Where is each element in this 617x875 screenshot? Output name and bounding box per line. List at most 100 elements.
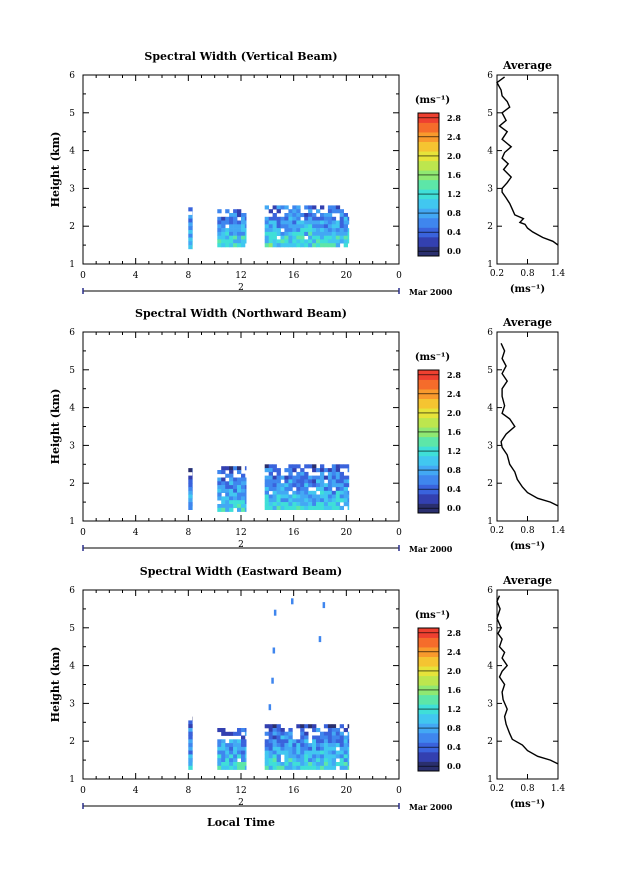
heatmap-cell <box>312 498 317 503</box>
heatmap-cell <box>225 762 230 767</box>
heatmap-cell <box>335 468 341 473</box>
heatmap-cell <box>284 213 289 218</box>
heatmap-cell <box>304 490 309 495</box>
heatmap-cell <box>339 754 344 759</box>
heatmap-cell <box>312 746 317 751</box>
heatmap-cell <box>308 479 313 484</box>
heatmap-cell <box>312 239 317 244</box>
heatmap-cell <box>308 243 313 248</box>
heatmap-cell <box>221 496 226 501</box>
heatmap-cell <box>188 494 193 499</box>
heatmap-cell <box>343 483 348 488</box>
heatmap-cell <box>331 490 337 495</box>
heatmap-cell <box>264 739 269 744</box>
heatmap-cell <box>331 735 337 740</box>
heatmap-cell <box>320 239 325 244</box>
heatmap-cell <box>188 743 193 748</box>
heatmap-cell <box>312 758 317 763</box>
heatmap-cell <box>288 228 293 233</box>
heatmap-cell <box>280 216 285 221</box>
heatmap-cell <box>320 739 325 744</box>
heatmap-cell <box>288 231 293 236</box>
x-tick-label: 12 <box>235 271 246 281</box>
heatmap-cell <box>264 239 269 244</box>
heatmap-cell <box>339 746 344 751</box>
heatmap-cell <box>221 739 226 744</box>
heatmap-cell <box>288 750 293 755</box>
heatmap-cell <box>288 743 293 748</box>
heatmap-cell <box>327 205 333 210</box>
heatmap-cell <box>217 228 222 233</box>
heatmap-cell <box>288 762 293 767</box>
heatmap-cell <box>268 728 273 733</box>
y-tick-label: 6 <box>69 328 75 338</box>
heatmap-cell <box>217 477 222 482</box>
heatmap-cell <box>188 746 193 751</box>
heatmap-cell <box>268 209 273 214</box>
heatmap-cell <box>272 505 277 510</box>
heatmap-cell <box>244 750 247 755</box>
heatmap-cell <box>292 243 297 248</box>
heatmap-cell <box>272 762 277 767</box>
heatmap-cell <box>288 746 293 751</box>
colorbar-unit: (ms⁻¹) <box>415 95 450 106</box>
heatmap-cell <box>312 754 317 759</box>
heatmap-cell <box>316 468 321 473</box>
heatmap-cell <box>241 239 246 244</box>
heatmap-cell <box>316 475 321 480</box>
y-tick-label: 2 <box>69 222 75 232</box>
heatmap-cell <box>217 765 222 770</box>
heatmap-cell <box>276 743 281 748</box>
heatmap-cell <box>241 213 246 218</box>
heatmap-cell <box>339 735 344 740</box>
heatmap-cell <box>229 243 234 248</box>
heatmap-cell <box>268 471 273 476</box>
heatmap-cell <box>288 213 293 218</box>
heatmap-cell <box>272 494 277 499</box>
heatmap-cell <box>327 762 333 767</box>
heatmap-cell <box>304 231 309 236</box>
colorbar-segment <box>418 656 439 667</box>
heatmap-cell <box>244 500 247 505</box>
heatmap-cell <box>225 504 230 509</box>
heatmap-cell <box>276 739 281 744</box>
heatmap-cell <box>233 477 238 482</box>
heatmap-cell <box>292 746 297 751</box>
colorbar-tick-label: 0.0 <box>447 503 461 513</box>
heatmap-cell <box>312 750 317 755</box>
heatmap-cell <box>292 209 297 214</box>
heatmap-cell <box>347 494 350 499</box>
heatmap-cell <box>284 205 289 210</box>
heatmap-cell <box>280 205 285 210</box>
heatmap-cell <box>300 498 305 503</box>
heatmap-cell <box>335 494 341 499</box>
heatmap-cell <box>233 239 238 244</box>
heatmap-cell <box>276 224 281 229</box>
heatmap-cell <box>320 735 325 740</box>
heatmap-cell <box>347 490 350 495</box>
colorbar-segment <box>418 493 439 504</box>
heatmap-cell <box>339 487 344 492</box>
heatmap-cell <box>276 728 281 733</box>
heatmap-cell <box>343 216 348 221</box>
heatmap-cell <box>327 505 333 510</box>
heatmap-cell <box>244 765 247 770</box>
heatmap-cell <box>233 220 238 225</box>
heatmap-cell <box>241 488 246 493</box>
heatmap-cell <box>327 731 333 736</box>
y-tick-label: 2 <box>69 479 75 489</box>
heatmap-cell <box>300 468 305 473</box>
heatmap-cell <box>339 762 344 767</box>
heatmap-cell <box>268 243 273 248</box>
heatmap-cell <box>233 485 238 490</box>
heatmap-cell <box>323 483 329 488</box>
heatmap-cell <box>244 496 247 501</box>
heatmap-cell <box>312 213 317 218</box>
heatmap-cell <box>292 235 297 240</box>
heatmap-cell <box>276 239 281 244</box>
heatmap-cell <box>331 754 337 759</box>
heatmap-cell <box>288 475 293 480</box>
heatmap-cell <box>217 746 222 751</box>
heatmap-cell <box>280 494 285 499</box>
heatmap-cell <box>280 728 285 733</box>
